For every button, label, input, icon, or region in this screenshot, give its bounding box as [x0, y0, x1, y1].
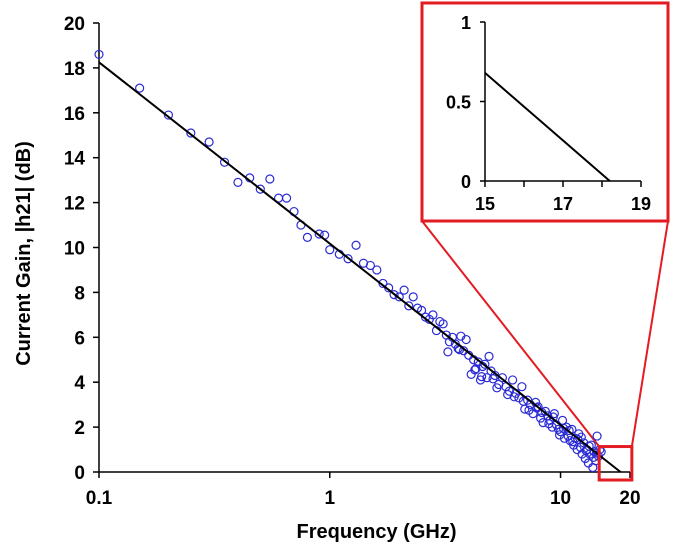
- measured-data-point: [544, 419, 554, 429]
- y-tick-label: 20: [64, 14, 85, 35]
- measured-data-point: [554, 430, 565, 440]
- measured-data-point: [480, 359, 490, 369]
- measured-data-point: [416, 305, 427, 315]
- x-tick-label: 20: [619, 488, 640, 509]
- zoom-connector-left: [421, 220, 600, 448]
- measured-data-point: [523, 395, 533, 405]
- y-tick-label: 16: [64, 104, 85, 125]
- measured-data-point: [588, 452, 599, 463]
- measured-data-point: [482, 373, 492, 383]
- x-tick-label: 10: [550, 488, 571, 509]
- measured-data-point: [461, 334, 471, 345]
- zoom-region-box: [597, 445, 634, 482]
- inset-frame: [420, 1, 670, 223]
- inset-x-tick-label: 19: [631, 194, 651, 214]
- measured-data-point: [394, 292, 404, 302]
- main-plot-marks: [94, 49, 634, 482]
- y-tick-label: 6: [74, 328, 85, 349]
- measured-data-point: [477, 371, 487, 382]
- measured-data-point: [94, 49, 104, 60]
- measured-data-point: [408, 292, 418, 302]
- measured-data-point: [428, 310, 438, 320]
- measured-data-point: [204, 137, 214, 147]
- measured-data-point: [558, 423, 569, 433]
- measured-data-point: [404, 301, 414, 311]
- x-tick-label: 0.1: [86, 488, 113, 509]
- measured-data-point: [265, 174, 275, 184]
- measured-data-point: [470, 365, 480, 375]
- x-axis-title: Frequency (GHz): [296, 521, 456, 543]
- measured-data-point: [233, 177, 243, 187]
- inset-x-tick-label: 15: [475, 194, 495, 214]
- y-tick-label: 2: [74, 418, 85, 439]
- inset-fit-line: [484, 72, 611, 182]
- inset-y-tick-label: 1: [461, 13, 471, 33]
- measured-data-point: [471, 364, 481, 374]
- measured-data-point: [443, 347, 453, 357]
- y-tick-label: 8: [74, 283, 85, 304]
- measured-data-point: [492, 383, 502, 393]
- measured-data-point: [343, 254, 353, 264]
- y-tick-label: 14: [64, 149, 86, 170]
- y-axis-title: Current Gain, |h21| (dB): [13, 141, 35, 366]
- fit-line: [98, 61, 622, 473]
- inset-chart: 0 0.5 1 15 17 19: [420, 1, 670, 223]
- measured-data-point: [365, 260, 376, 271]
- y-tick-label: 0: [74, 463, 85, 484]
- measured-data-point: [517, 382, 527, 392]
- zoom-connector-right: [630, 220, 669, 447]
- x-tick-label: 1: [324, 488, 335, 509]
- zoom-connector-lines: [421, 220, 669, 448]
- measured-data-point: [438, 319, 448, 329]
- inset-y-tick-label: 0: [461, 172, 471, 192]
- measured-data-point: [219, 157, 230, 167]
- measured-data-point: [568, 437, 578, 447]
- measured-data-point: [503, 389, 513, 400]
- measured-data-point: [488, 374, 498, 384]
- y-tick-label: 18: [64, 59, 85, 80]
- measured-data-point: [372, 265, 382, 275]
- measured-data-point: [351, 240, 361, 250]
- measured-data-point: [497, 373, 508, 383]
- measured-data-point: [518, 396, 528, 406]
- measured-data-point: [325, 245, 335, 255]
- measured-data-point: [399, 285, 409, 295]
- measured-data-point: [592, 431, 602, 441]
- y-tick-label: 10: [64, 239, 85, 260]
- y-tick-label: 12: [64, 194, 85, 215]
- measured-data-point: [135, 83, 145, 93]
- measured-data-point: [314, 229, 324, 239]
- inset-y-tick-label: 0.5: [446, 93, 471, 113]
- measured-data-point: [281, 193, 292, 203]
- measured-data-point: [255, 184, 265, 194]
- measured-data-point: [509, 392, 519, 402]
- measured-data-point: [163, 110, 174, 120]
- measured-data-point: [484, 351, 494, 361]
- measured-data-point: [186, 128, 196, 138]
- measured-data-point: [302, 232, 313, 242]
- measured-data-point: [564, 425, 574, 436]
- inset-x-tick-label: 17: [553, 194, 573, 214]
- measured-data-point: [389, 290, 399, 300]
- measured-data-point: [584, 441, 594, 451]
- measured-data-point: [508, 375, 518, 385]
- y-tick-label: 4: [74, 373, 85, 394]
